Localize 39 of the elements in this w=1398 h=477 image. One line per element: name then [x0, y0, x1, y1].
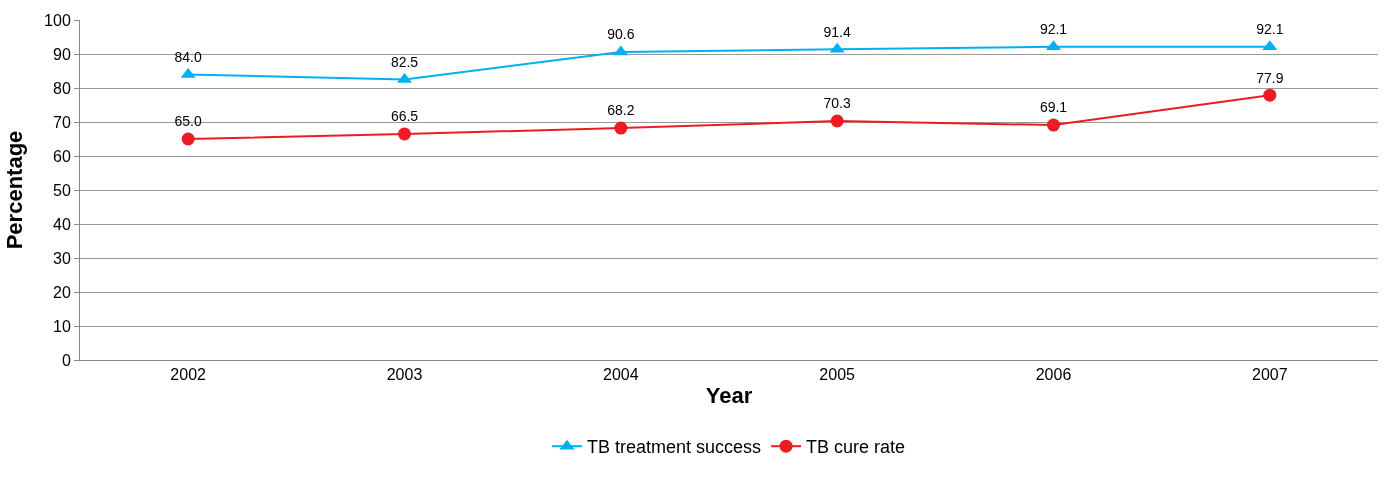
x-tick-label: 2006: [1035, 366, 1072, 384]
point: [398, 127, 411, 141]
point: [1263, 88, 1277, 102]
point: [614, 121, 628, 135]
y-tick-label: 0: [61, 351, 71, 369]
y-tick-label: 10: [53, 317, 71, 335]
y-axis-title: Percentage: [1, 130, 27, 250]
data-label: 92.1: [1039, 21, 1068, 38]
x-tick-label: 2003: [386, 366, 423, 384]
point: [181, 132, 195, 146]
data-label: 91.4: [823, 23, 852, 40]
x-tick-label: 2002: [170, 366, 207, 384]
data-label: 84.0: [174, 48, 203, 65]
data-label: 66.5: [390, 108, 419, 125]
data-label: 68.2: [607, 102, 635, 119]
data-label: 90.6: [607, 26, 635, 43]
y-tick-label: 80: [53, 79, 71, 97]
y-tick-label: 50: [53, 181, 71, 199]
x-axis-title: Year: [705, 383, 753, 409]
y-tick-label: 30: [53, 249, 71, 267]
data-label: 65.0: [174, 113, 203, 130]
data-label: 70.3: [823, 95, 852, 112]
y-tick-label: 20: [53, 283, 71, 301]
data-label: 92.1: [1256, 21, 1284, 38]
x-tick-label: 2007: [1252, 366, 1288, 384]
legend-label: TB treatment success: [587, 437, 762, 458]
x-tick-label: 2004: [603, 366, 639, 384]
data-label: 82.5: [390, 53, 419, 70]
data-label: 77.9: [1256, 69, 1284, 86]
y-tick-label: 60: [53, 147, 71, 165]
data-label: 69.1: [1039, 99, 1068, 116]
y-tick-label: 90: [53, 45, 71, 63]
point: [830, 114, 844, 128]
y-tick-label: 100: [44, 11, 71, 29]
legend-label: TB cure rate: [806, 437, 906, 458]
point: [1047, 118, 1060, 132]
y-tick-label: 40: [53, 215, 71, 233]
x-tick-label: 2005: [819, 366, 856, 384]
y-tick-label: 70: [53, 113, 71, 131]
